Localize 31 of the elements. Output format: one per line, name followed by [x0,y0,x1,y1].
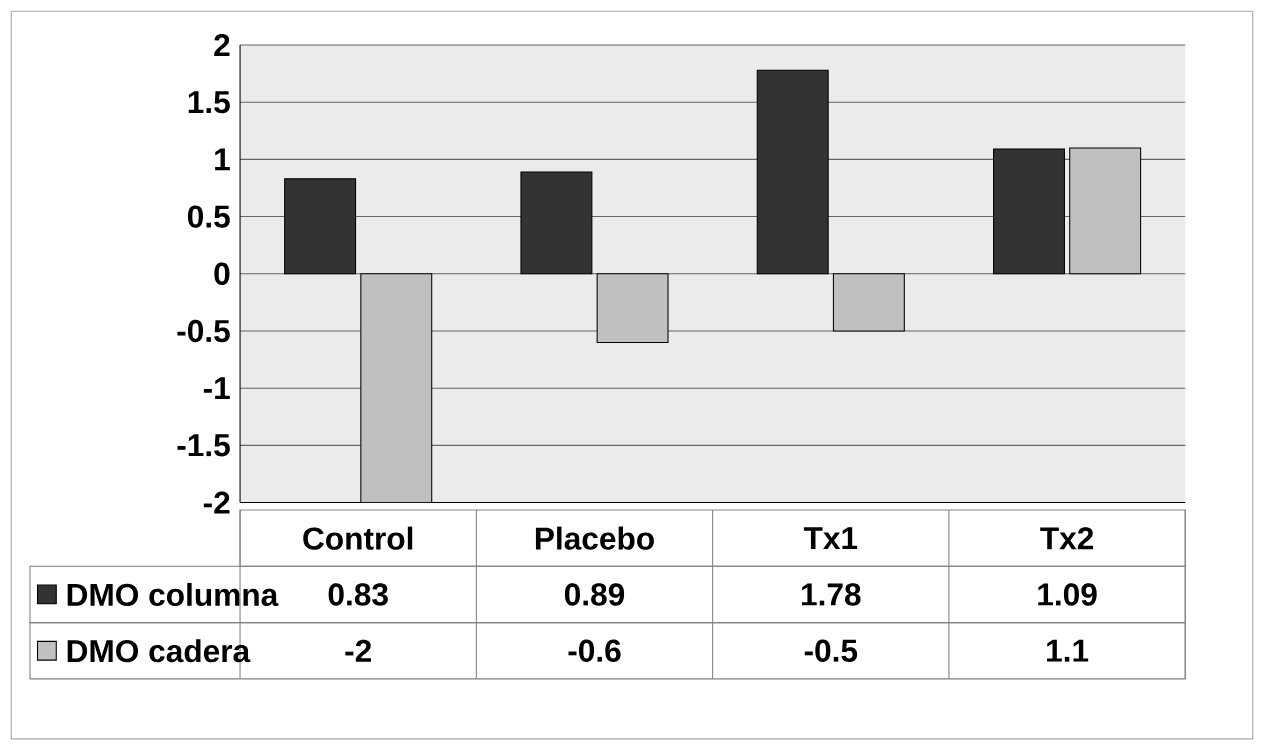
x-tick-label: Control [303,526,413,550]
y-tick-label: 2 [214,33,230,56]
data-label: 0.83 [328,583,388,606]
legend-label: DMO columna [67,582,279,607]
bar [596,273,669,343]
data-label: 1.1 [1047,639,1089,662]
y-tick-label: -1.5 [177,434,230,457]
y-tick-label: 0 [214,262,230,285]
y-tick-label: -2 [203,491,230,514]
y-tick-label: 1.5 [188,91,230,114]
data-label: -2 [345,639,371,662]
y-tick-label: -1 [203,377,230,399]
bar [993,148,1065,275]
bar [756,69,829,275]
y-tick-label: 1 [215,148,230,171]
data-label: -0.5 [804,639,858,662]
bar [520,171,593,275]
y-tick-label: -0.5 [177,319,230,343]
x-tick-label: Tx1 [803,527,858,550]
data-label: 1.09 [1038,583,1097,606]
bar [360,273,433,503]
bar [284,178,357,275]
data-label: 1.78 [801,583,861,606]
bar [832,273,905,332]
x-tick-label: Placebo [535,526,654,550]
y-tick-label: 0.5 [188,205,230,228]
data-label: 0.89 [564,583,625,606]
x-tick-label: Tx2 [1040,527,1094,550]
legend-label: DMO cadera [67,639,251,663]
bar [1069,147,1142,275]
data-label: -0.6 [568,639,621,662]
